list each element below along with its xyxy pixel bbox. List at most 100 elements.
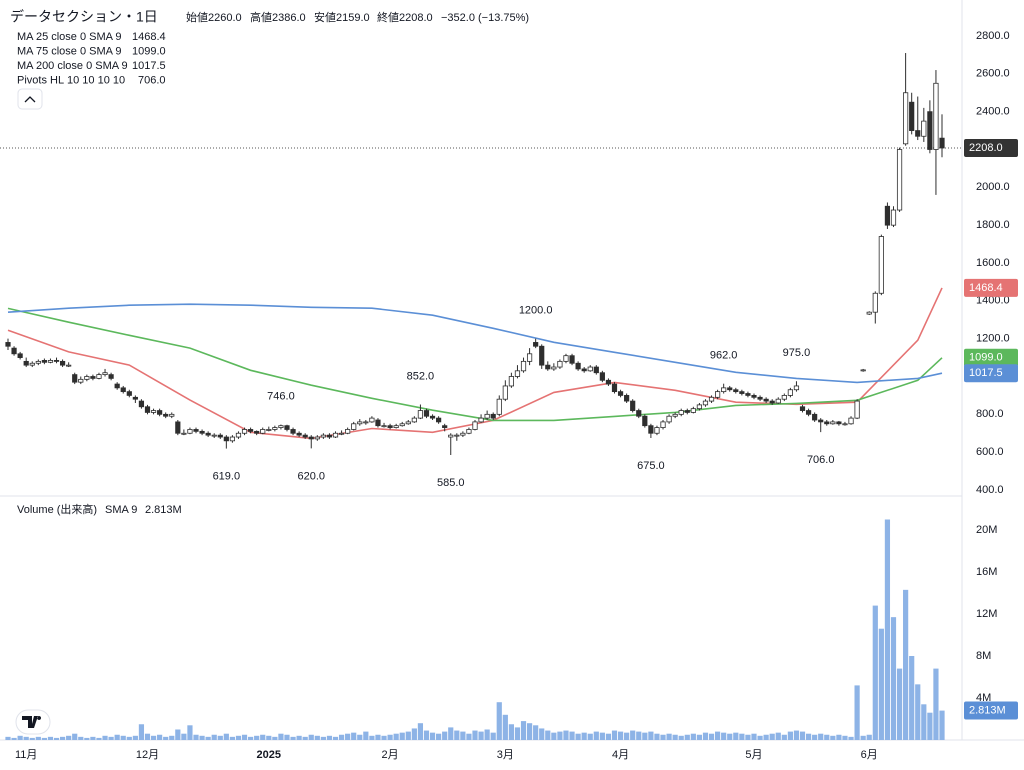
- volume-bar: [805, 733, 812, 740]
- candle-body: [120, 387, 126, 393]
- volume-bar: [533, 725, 539, 740]
- candle-body: [915, 130, 921, 137]
- x-tick-label: 6月: [861, 749, 878, 761]
- x-tick-label: 3月: [497, 749, 514, 761]
- volume-bar: [393, 733, 399, 740]
- volume-bar: [909, 656, 915, 740]
- volume-bar: [933, 668, 939, 740]
- candle-body: [696, 404, 703, 410]
- volume-bar: [842, 735, 848, 740]
- candle-body: [872, 292, 878, 313]
- pivot-label: 746.0: [267, 390, 295, 402]
- legend-name: MA 75 close 0 SMA 9: [17, 45, 122, 57]
- candle-body: [326, 434, 333, 438]
- badge-bg: [964, 348, 1018, 367]
- pivot-label: 675.0: [637, 460, 665, 472]
- volume-bar: [175, 729, 181, 740]
- candle-body: [35, 360, 41, 364]
- candle-body: [47, 360, 54, 363]
- pivot-label: 962.0: [710, 350, 738, 362]
- candle-body: [939, 137, 945, 149]
- volume-bar: [314, 735, 320, 740]
- volume-bar: [363, 731, 369, 740]
- volume-bar: [630, 730, 636, 740]
- volume-bar: [223, 733, 229, 740]
- volume-bar: [150, 735, 157, 740]
- candle-body: [533, 342, 539, 347]
- y-tick-label: 1800.0: [976, 219, 1010, 231]
- volume-bar: [254, 735, 260, 740]
- collapse-icon[interactable]: [24, 96, 36, 103]
- volume-bar: [114, 734, 120, 740]
- candle-body: [187, 429, 193, 434]
- candle-body: [642, 415, 648, 427]
- volume-bar: [702, 732, 709, 740]
- volume-bar: [708, 733, 715, 740]
- badge-bg: [964, 364, 1018, 383]
- legend-value: 1099.0: [132, 45, 166, 57]
- volume-bar: [927, 712, 933, 740]
- candle-body: [848, 417, 854, 425]
- candle-body: [138, 400, 145, 408]
- candle-body: [241, 429, 248, 434]
- candle-body: [909, 101, 915, 131]
- candle-body: [805, 410, 812, 415]
- volume-bar: [793, 730, 800, 740]
- candle-body: [799, 406, 806, 411]
- volume-bar: [660, 734, 666, 740]
- candle-body: [890, 209, 897, 226]
- logo-mark: [22, 716, 42, 728]
- candle-body: [417, 410, 424, 419]
- candle-body: [502, 385, 508, 400]
- candle-body: [733, 389, 739, 393]
- candle-body: [520, 360, 527, 372]
- candle-body: [460, 432, 466, 436]
- candle-body: [260, 429, 266, 434]
- pivot-label: 619.0: [213, 470, 241, 482]
- volume-bar: [102, 735, 108, 740]
- candle-body: [375, 419, 381, 427]
- candle-body: [545, 364, 551, 370]
- volume-bar: [502, 714, 508, 740]
- legend-name: MA 200 close 0 SMA 9: [17, 60, 128, 72]
- legend-value: 706.0: [138, 74, 166, 86]
- volume-bar: [108, 736, 114, 740]
- volume-bar: [666, 733, 672, 740]
- volume-bar: [351, 732, 357, 740]
- volume-bar: [436, 733, 442, 740]
- volume-bar: [169, 735, 175, 740]
- pivot-label: 706.0: [807, 454, 835, 466]
- candle-body: [381, 425, 387, 428]
- candle-body: [272, 427, 278, 430]
- volume-bar: [605, 733, 612, 740]
- badge-text: 2.813M: [969, 704, 1006, 716]
- candle-body: [702, 400, 709, 406]
- volume-bar: [5, 736, 11, 740]
- volume-bar: [775, 732, 781, 740]
- collapse-button[interactable]: [17, 88, 43, 110]
- y-tick-label: 400.0: [976, 484, 1004, 496]
- candle-body: [399, 423, 405, 427]
- volume-bar: [248, 736, 254, 740]
- volume-bar: [884, 519, 891, 740]
- volume-bar: [727, 733, 733, 740]
- candle-body: [903, 92, 909, 145]
- collapse-box[interactable]: [17, 88, 43, 110]
- volume-bar: [921, 704, 927, 740]
- volume-bar: [490, 732, 496, 740]
- candle-body: [442, 425, 448, 428]
- y-tick-label: 2800.0: [976, 30, 1010, 42]
- volume-bar: [357, 734, 363, 740]
- candle-body: [235, 432, 242, 438]
- candle-body: [478, 417, 484, 423]
- candle-body: [345, 429, 351, 434]
- volume-bar: [448, 727, 454, 740]
- legend: MA 25 close 0 SMA 9 1468.4 MA 75 close 0 S…: [17, 31, 166, 87]
- candle-body: [175, 421, 181, 434]
- volume-bar: [818, 733, 824, 740]
- volume-bar: [836, 734, 842, 740]
- candle-body: [290, 429, 296, 434]
- candle-body: [387, 425, 393, 428]
- candle-body: [181, 432, 187, 435]
- ma-badge: 1017.5: [964, 364, 1018, 383]
